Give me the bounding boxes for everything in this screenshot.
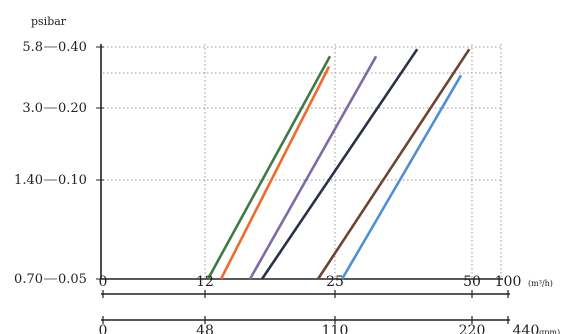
y-tick-label-bar: 0.20 xyxy=(58,101,87,116)
series-line-2 xyxy=(219,66,331,280)
y-tick-label-psi: 3.0 xyxy=(22,101,43,116)
grid xyxy=(103,44,502,279)
x-tick-label-m3h: 100 xyxy=(495,274,522,290)
x-tick-label-gpm: 48 xyxy=(196,323,214,334)
y-tick-label-bar: 0.40 xyxy=(58,40,87,55)
series-line-1 xyxy=(206,55,332,280)
x-tick-label-m3h: 50 xyxy=(463,274,481,290)
y-tick-label-bar: 0.05 xyxy=(58,272,87,287)
y-tick-label-psi: 5.8 xyxy=(22,40,43,55)
y-axis-units: psibar xyxy=(31,15,67,28)
x-tick-label-m3h: 0 xyxy=(99,274,108,290)
labels: 5.8 0.40 3.0 0.20 1.40 0.10 0.70 0.05 psibar 0 12 2… xyxy=(14,15,560,334)
x-tick-label-gpm: 440 xyxy=(513,323,540,334)
series-line-4 xyxy=(260,48,419,280)
y-tick-label-bar: 0.10 xyxy=(58,173,87,188)
y-tick-label-psi: 1.40 xyxy=(14,173,43,188)
series-line-5 xyxy=(316,48,471,280)
x-tick-label-gpm: 110 xyxy=(322,323,349,334)
y-tick-label-psi: 0.70 xyxy=(14,272,43,287)
series-line-6 xyxy=(340,74,463,280)
x-unit-m3h: (m³/h) xyxy=(528,279,553,288)
axes xyxy=(44,44,510,324)
x-tick-label-m3h: 12 xyxy=(196,274,214,290)
x-tick-label-m3h: 25 xyxy=(326,274,344,290)
series-line-3 xyxy=(248,55,378,280)
x-tick-label-gpm: 0 xyxy=(99,323,108,334)
series-lines xyxy=(206,48,471,280)
x-tick-label-gpm: 220 xyxy=(459,323,486,334)
x-unit-gpm: (gpm) xyxy=(536,328,560,334)
